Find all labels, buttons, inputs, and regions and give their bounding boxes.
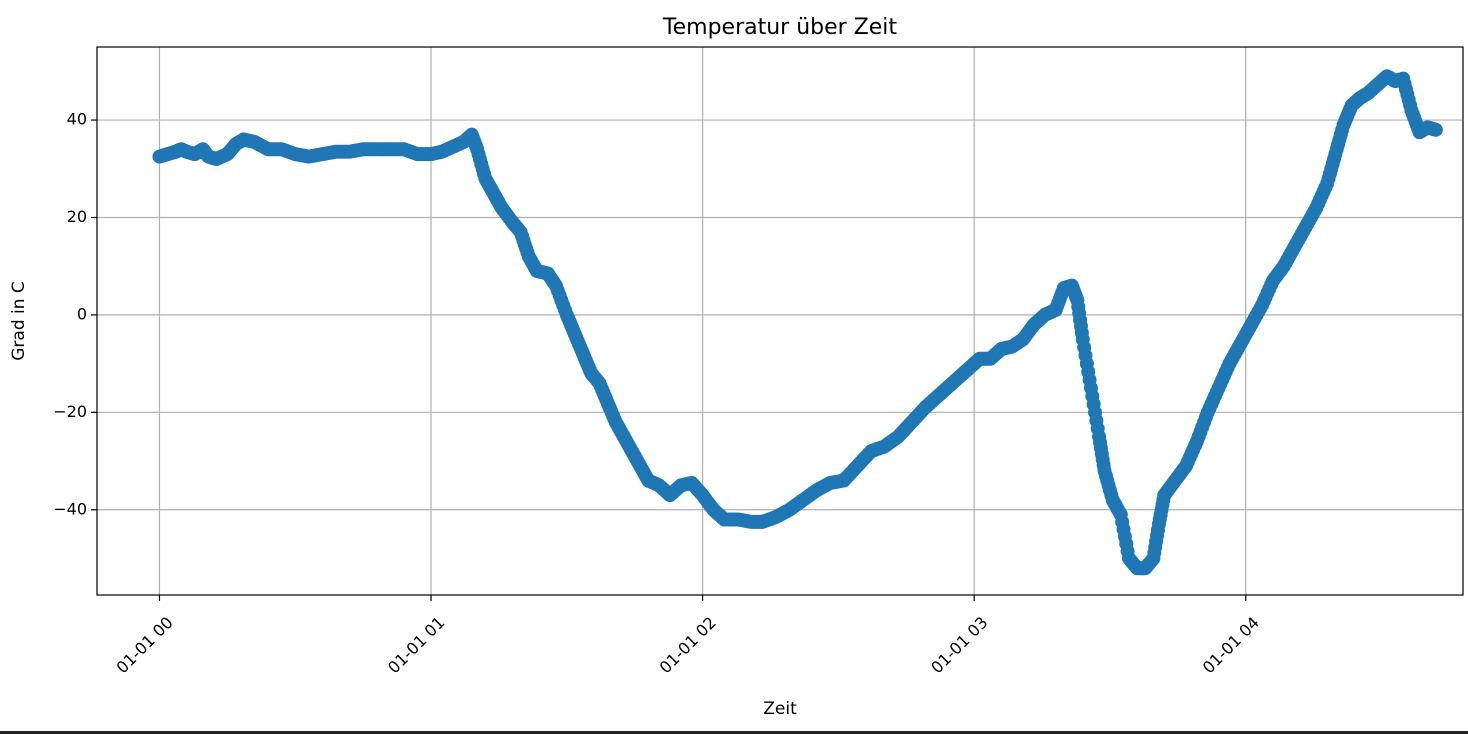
- y-tick-label: 0: [77, 304, 87, 323]
- y-axis-ticks: −40 −20 0 20 40: [53, 110, 97, 518]
- x-tick-label: 01-01 04: [1199, 613, 1263, 677]
- data-point: [1428, 122, 1443, 137]
- data-points: [152, 69, 1443, 576]
- x-axis-ticks: 01-01 00 01-01 01 01-01 02 01-01 03 01-01 04: [112, 595, 1263, 677]
- y-tick-label: −40: [53, 499, 87, 518]
- y-tick-label: −20: [53, 402, 87, 421]
- x-tick-label: 01-01 03: [927, 613, 991, 677]
- x-tick-label: 01-01 01: [384, 613, 448, 677]
- bottom-border: [0, 731, 1468, 734]
- x-tick-label: 01-01 02: [656, 613, 720, 677]
- chart-title: Temperatur über Zeit: [662, 15, 898, 40]
- x-axis-label: Zeit: [763, 699, 797, 719]
- x-tick-label: 01-01 00: [112, 613, 176, 677]
- plot-frame: [96, 46, 1464, 596]
- y-tick-label: 40: [67, 110, 87, 129]
- y-tick-label: 20: [67, 207, 87, 226]
- y-axis-label: Grad in C: [9, 281, 29, 361]
